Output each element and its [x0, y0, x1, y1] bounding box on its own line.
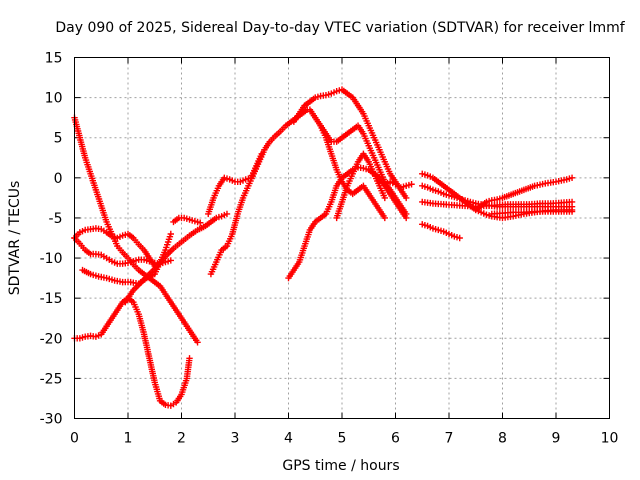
x-tick-label: 3 — [231, 431, 240, 447]
series-trace — [308, 108, 387, 220]
y-tick-label: -10 — [40, 251, 63, 267]
x-tick-label: 1 — [124, 431, 133, 447]
series-track-9 — [205, 150, 265, 218]
y-tick-label: -30 — [40, 412, 63, 428]
x-tick-label: 9 — [552, 431, 561, 447]
series-track-13 — [317, 122, 410, 218]
series-track-21 — [488, 208, 576, 218]
series-track-2 — [71, 225, 158, 270]
series-trace — [474, 175, 573, 212]
series-track-5 — [71, 294, 193, 409]
series-trace — [421, 198, 573, 210]
series-trace — [73, 225, 157, 268]
x-tick-label: 7 — [445, 431, 454, 447]
y-tick-label: -20 — [40, 331, 63, 347]
grid — [74, 57, 610, 419]
y-tick-label: 5 — [54, 131, 63, 147]
y-axis-label: SDTVAR / TECUs — [7, 181, 23, 296]
x-tick-label: 8 — [498, 431, 507, 447]
x-tick-label: 10 — [601, 431, 619, 447]
series-track-12 — [306, 106, 388, 222]
x-tick-label: 6 — [391, 431, 400, 447]
y-tick-label: -5 — [49, 211, 63, 227]
series-trace — [172, 214, 201, 226]
plot-frame — [74, 57, 610, 419]
x-tick-label: 2 — [177, 431, 186, 447]
series-trace — [491, 208, 573, 217]
series-track-18 — [419, 198, 576, 210]
chart-title: Day 090 of 2025, Sidereal Day-to-day VTE… — [55, 20, 625, 36]
x-axis-label: GPS time / hours — [282, 458, 399, 474]
series-trace — [205, 153, 264, 215]
series-track-15 — [376, 178, 415, 191]
data-series — [71, 86, 576, 409]
series-trace — [378, 179, 413, 190]
x-tick-labels: 0 1 2 3 4 5 6 7 8 9 10 — [70, 431, 618, 447]
series-track-19 — [472, 174, 576, 214]
series-track-6 — [122, 210, 231, 306]
series-track-8 — [207, 106, 311, 278]
series-track-20 — [419, 221, 463, 242]
x-tick-label: 4 — [284, 431, 293, 447]
series-trace — [334, 152, 387, 219]
series-trace — [71, 116, 200, 344]
y-tick-label: -15 — [40, 291, 63, 307]
x-tick-label: 5 — [338, 431, 347, 447]
series-track-14 — [333, 150, 388, 222]
series-track-7 — [170, 214, 204, 226]
y-tick-label: 15 — [45, 51, 63, 67]
y-tick-label: -25 — [40, 371, 63, 387]
y-tick-labels: -30 -25 -20 -15 -10 -5 0 5 10 15 — [40, 51, 63, 428]
x-tick-label: 0 — [70, 431, 79, 447]
y-tick-label: 0 — [54, 171, 63, 187]
series-trace — [421, 222, 461, 241]
series-trace — [123, 211, 228, 304]
y-tick-label: 10 — [45, 91, 63, 107]
